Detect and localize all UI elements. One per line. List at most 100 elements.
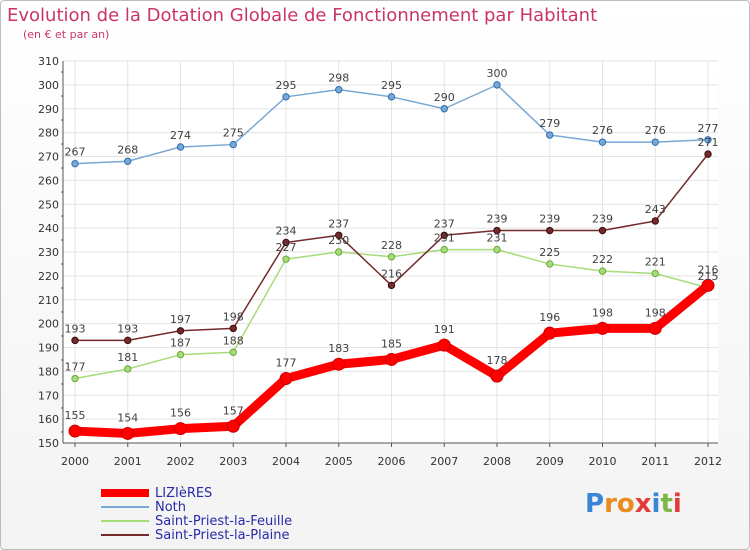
data-point-saint-priest-la-feuille bbox=[440, 245, 448, 254]
chart-title: Evolution de la Dotation Globale de Fonc… bbox=[7, 5, 598, 26]
legend-swatch bbox=[101, 506, 149, 508]
data-label-noth: 295 bbox=[381, 79, 402, 92]
data-point-lizi-res bbox=[385, 352, 398, 366]
data-label-lizi-res: 155 bbox=[65, 409, 86, 422]
y-tick-label: 270 bbox=[38, 151, 59, 164]
x-tick-label: 2007 bbox=[430, 455, 458, 468]
data-label-noth: 298 bbox=[328, 72, 349, 85]
logo-letter: x bbox=[634, 489, 652, 519]
data-label-noth: 268 bbox=[117, 143, 138, 156]
y-tick-label: 280 bbox=[38, 127, 59, 140]
y-tick-label: 300 bbox=[38, 79, 59, 92]
logo-letter: t bbox=[660, 489, 673, 519]
data-point-lizi-res bbox=[701, 278, 715, 292]
data-label-saint-priest-la-plaine: 197 bbox=[170, 313, 191, 326]
x-tick-label: 2002 bbox=[167, 455, 195, 468]
legend-swatch bbox=[101, 534, 149, 536]
data-label-saint-priest-la-plaine: 216 bbox=[381, 267, 402, 280]
data-label-noth: 276 bbox=[645, 124, 666, 137]
data-point-lizi-res bbox=[332, 357, 346, 371]
x-tick-label: 2010 bbox=[589, 455, 617, 468]
data-point-saint-priest-la-feuille bbox=[124, 365, 132, 373]
x-tick-label: 2012 bbox=[694, 455, 722, 468]
proxiti-logo: Proxiti bbox=[585, 489, 682, 519]
legend-swatch bbox=[101, 520, 149, 522]
logo-letter: i bbox=[672, 489, 682, 519]
data-point-saint-priest-la-feuille bbox=[335, 248, 343, 256]
data-label-noth: 267 bbox=[65, 146, 86, 159]
data-label-saint-priest-la-feuille: 231 bbox=[487, 232, 508, 245]
y-tick-label: 290 bbox=[38, 103, 59, 116]
data-label-saint-priest-la-feuille: 222 bbox=[592, 253, 613, 266]
data-point-saint-priest-la-feuille bbox=[176, 350, 185, 359]
data-label-saint-priest-la-feuille: 225 bbox=[539, 246, 560, 259]
data-label-saint-priest-la-plaine: 239 bbox=[487, 213, 508, 226]
data-point-saint-priest-la-feuille bbox=[546, 260, 554, 268]
data-point-saint-priest-la-plaine bbox=[704, 150, 712, 158]
data-point-noth bbox=[71, 159, 79, 168]
data-label-saint-priest-la-plaine: 271 bbox=[698, 136, 719, 149]
data-label-noth: 279 bbox=[539, 117, 560, 130]
data-label-saint-priest-la-feuille: 187 bbox=[170, 337, 191, 350]
data-label-lizi-res: 216 bbox=[698, 263, 719, 276]
x-tick-label: 2009 bbox=[536, 455, 564, 468]
data-point-noth bbox=[176, 143, 185, 151]
data-point-saint-priest-la-plaine bbox=[387, 281, 396, 290]
x-tick-label: 2001 bbox=[114, 455, 142, 468]
data-point-lizi-res bbox=[437, 338, 451, 352]
data-point-lizi-res bbox=[596, 321, 609, 335]
data-point-saint-priest-la-feuille bbox=[651, 269, 659, 278]
y-tick-label: 150 bbox=[38, 437, 59, 450]
data-point-noth bbox=[335, 85, 343, 94]
y-tick-label: 170 bbox=[38, 389, 59, 402]
data-label-saint-priest-la-feuille: 188 bbox=[223, 334, 244, 347]
data-point-lizi-res bbox=[226, 419, 240, 433]
data-point-lizi-res bbox=[121, 426, 135, 440]
data-label-lizi-res: 183 bbox=[328, 342, 349, 355]
logo-letter: i bbox=[651, 489, 661, 519]
data-point-noth bbox=[440, 105, 448, 113]
y-tick-label: 190 bbox=[38, 342, 59, 355]
x-tick-label: 2000 bbox=[61, 455, 89, 468]
data-label-saint-priest-la-feuille: 221 bbox=[645, 255, 666, 268]
data-point-saint-priest-la-plaine bbox=[546, 226, 554, 235]
y-tick-label: 230 bbox=[38, 246, 59, 259]
data-label-lizi-res: 191 bbox=[434, 323, 455, 336]
data-point-saint-priest-la-feuille bbox=[282, 255, 290, 263]
data-label-noth: 300 bbox=[487, 67, 508, 80]
legend-label: Saint-Priest-la-Plaine bbox=[155, 528, 290, 543]
legend-label: Saint-Priest-la-Feuille bbox=[155, 514, 293, 529]
y-tick-label: 310 bbox=[38, 55, 59, 68]
x-tick-label: 2005 bbox=[325, 455, 353, 468]
data-point-noth bbox=[651, 138, 659, 146]
chart-subtitle: (en € et par an) bbox=[23, 28, 110, 41]
data-point-noth bbox=[124, 157, 132, 165]
data-point-saint-priest-la-plaine bbox=[335, 231, 343, 239]
data-point-noth bbox=[229, 140, 237, 149]
data-point-saint-priest-la-plaine bbox=[176, 327, 185, 335]
grid-layer bbox=[63, 60, 718, 444]
data-label-saint-priest-la-feuille: 230 bbox=[328, 234, 349, 247]
data-point-lizi-res bbox=[490, 369, 504, 383]
data-label-noth: 295 bbox=[276, 79, 297, 92]
data-label-saint-priest-la-plaine: 193 bbox=[65, 322, 86, 335]
data-label-saint-priest-la-feuille: 227 bbox=[276, 241, 297, 254]
logo-letter: o bbox=[616, 489, 635, 519]
y-tick-label: 210 bbox=[38, 294, 59, 307]
y-tick-label: 180 bbox=[38, 365, 59, 378]
data-label-saint-priest-la-plaine: 237 bbox=[434, 217, 455, 230]
data-point-lizi-res bbox=[68, 424, 82, 438]
data-label-lizi-res: 177 bbox=[276, 357, 297, 370]
data-point-noth bbox=[546, 131, 554, 139]
y-tick-label: 250 bbox=[38, 198, 59, 211]
data-label-saint-priest-la-feuille: 177 bbox=[65, 361, 86, 374]
data-label-saint-priest-la-plaine: 237 bbox=[328, 217, 349, 230]
data-point-saint-priest-la-plaine bbox=[229, 324, 237, 333]
data-point-noth bbox=[387, 93, 396, 101]
data-label-saint-priest-la-plaine: 193 bbox=[117, 322, 138, 335]
data-point-saint-priest-la-feuille bbox=[229, 348, 237, 356]
data-point-saint-priest-la-plaine bbox=[493, 226, 501, 235]
logo-letter: P bbox=[585, 489, 605, 519]
data-label-saint-priest-la-plaine: 234 bbox=[276, 224, 297, 237]
